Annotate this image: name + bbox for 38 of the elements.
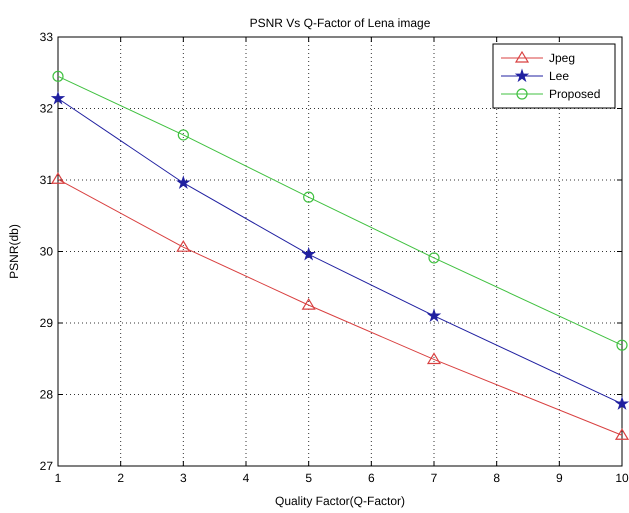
x-tick-label: 5 [305,471,312,485]
point [616,340,628,351]
point [428,309,440,322]
x-tick-label: 9 [556,471,563,485]
x-tick-label: 8 [493,471,500,485]
chart-title: PSNR Vs Q-Factor of Lena image [250,16,431,30]
point [302,248,315,260]
point [427,352,441,364]
point [616,397,628,410]
point [176,240,190,252]
x-tick-label: 7 [430,471,438,485]
y-tick-label: 31 [40,173,54,187]
y-tick-label: 32 [40,102,54,116]
y-axis-title: PSNR(db) [7,224,21,279]
point [303,192,314,203]
legend-label: Jpeg [549,51,576,65]
y-tick-label: 28 [40,388,54,402]
point [178,129,189,141]
legend-label: Proposed [549,87,600,101]
y-tick-label: 29 [40,316,54,330]
x-axis-title: Quality Factor(Q-Factor) [274,494,406,508]
point [51,172,65,184]
x-tick-label: 2 [117,471,124,485]
point [177,176,190,188]
x-tick-label: 10 [615,471,629,485]
y-tick-label: 33 [40,30,54,44]
point [52,92,64,104]
legend-label: Lee [549,69,570,83]
point [615,428,629,440]
x-tick-label: 6 [368,471,375,485]
x-tick-label: 1 [54,471,62,485]
y-tick-label: 30 [40,244,54,258]
point [52,70,64,82]
point [302,298,316,310]
point [428,252,440,264]
y-tick-label: 27 [40,459,54,473]
x-tick-label: 3 [180,471,187,485]
x-tick-label: 4 [242,471,250,485]
